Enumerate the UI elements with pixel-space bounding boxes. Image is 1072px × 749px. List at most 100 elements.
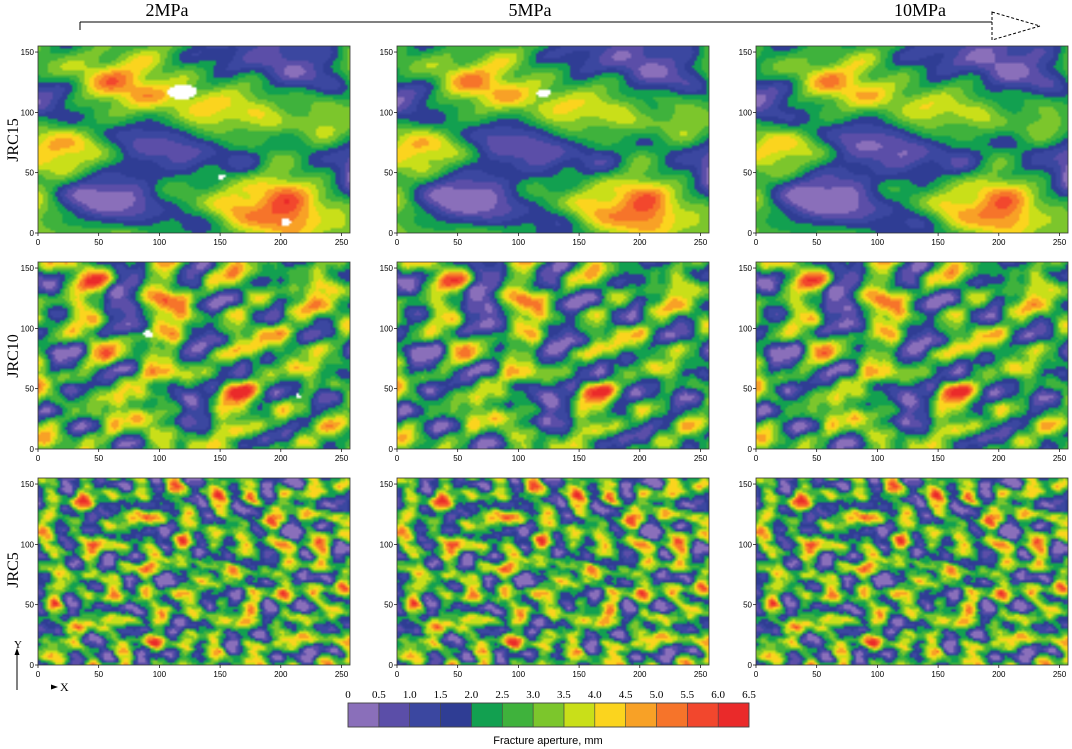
x-tick-label: 200 [274,670,288,679]
y-tick-label: 100 [380,324,394,333]
panel-frame [755,45,1069,234]
x-tick-label: 250 [1053,670,1067,679]
stress-arrow [79,11,1042,41]
x-tick-label: 0 [754,454,759,463]
panel-jrc10-5mpa: 0 50 100 150 200 250 0 50 100 150 [380,261,710,463]
x-tick-label: 0 [36,670,41,679]
x-tick-label: 0 [36,238,41,247]
y-tick-label: 100 [21,108,35,117]
contour-map [38,478,350,665]
panel-jrc15-5mpa: 0 50 100 150 200 250 0 50 100 150 [380,45,710,247]
colorbar-swatch [563,702,596,728]
x-tick-label: 150 [213,238,227,247]
colorbar-swatch [501,702,534,728]
contour-map [38,262,350,449]
x-tick-label: 100 [512,454,526,463]
colorbar-tick-label: 2.5 [495,689,509,701]
x-tick-label: 50 [94,454,103,463]
row-label-jrc15: JRC15 [5,118,22,162]
x-tick-label: 100 [153,670,167,679]
y-tick-label: 100 [739,540,753,549]
x-tick-label: 100 [512,670,526,679]
y-tick-label: 150 [21,48,35,57]
row-label-jrc10: JRC10 [5,334,22,378]
panel-jrc5-10mpa: 0 50 100 150 200 250 0 50 100 150 [739,477,1069,679]
y-tick-label: 150 [739,480,753,489]
x-tick-label: 50 [453,670,462,679]
x-tick-label: 150 [931,670,945,679]
y-tick-label: 50 [743,601,752,610]
x-tick-label: 0 [754,670,759,679]
colorbar-swatch [347,702,380,728]
colorbar-tick-label: 5.0 [650,689,664,701]
colorbar-swatch [378,702,410,728]
x-tick-label: 200 [274,238,288,247]
y-tick-label: 150 [739,48,753,57]
x-tick-label: 150 [931,238,945,247]
x-tick-label: 200 [992,670,1006,679]
panel-jrc10-10mpa: 0 50 100 150 200 250 0 50 100 150 [739,261,1069,463]
x-tick-label: 200 [992,454,1006,463]
colorbar-title: Fracture aperture, mm [493,735,602,747]
row-label-jrc5: JRC5 [5,552,22,588]
panel-frame [755,261,1069,450]
contour-map [756,262,1068,449]
colorbar-tick-label: 0 [345,689,351,701]
y-tick-label: 150 [380,48,394,57]
y-tick-label: 0 [389,445,394,454]
x-tick-label: 50 [94,238,103,247]
colorbar-tick-label: 2.0 [465,689,479,701]
x-tick-label: 200 [274,454,288,463]
panel-frame [396,477,710,666]
panel-jrc10-2mpa: 0 50 100 150 200 250 0 50 100 150 [21,261,351,463]
contour-map [397,262,709,449]
colorbar-swatch [532,702,565,728]
panel-frame [37,477,351,666]
panel-frame [37,45,351,234]
y-tick-label: 50 [384,169,393,178]
x-tick-label: 50 [812,454,821,463]
stress-label-10mpa: 10MPa [894,0,946,20]
x-tick-label: 250 [1053,238,1067,247]
panel-frame [755,477,1069,666]
colorbar-tick-label: 5.5 [680,689,694,701]
y-tick-label: 50 [384,601,393,610]
x-tick-label: 150 [572,670,586,679]
y-tick-label: 0 [30,229,35,238]
x-tick-label: 250 [694,238,708,247]
contour-map [397,478,709,665]
y-tick-label: 0 [389,661,394,670]
y-tick-label: 0 [748,445,753,454]
colorbar-tick-label: 6.0 [711,689,725,701]
axis-indicator [14,648,58,690]
y-tick-label: 50 [25,169,34,178]
x-tick-label: 50 [812,670,821,679]
x-tick-label: 0 [754,238,759,247]
panel-jrc5-2mpa: 0 50 100 150 200 250 0 50 100 150 [21,477,351,679]
y-tick-label: 0 [30,445,35,454]
y-tick-label: 100 [380,540,394,549]
panel-jrc5-5mpa: 0 50 100 150 200 250 0 50 100 150 [380,477,710,679]
contour-map [756,478,1068,665]
colorbar-tick-label: 3.5 [557,689,571,701]
y-tick-label: 150 [739,264,753,273]
x-tick-label: 250 [694,454,708,463]
y-tick-label: 0 [30,661,35,670]
y-tick-label: 100 [21,540,35,549]
colorbar-tick-label: 6.5 [742,689,756,701]
x-tick-label: 100 [153,238,167,247]
y-tick-label: 0 [389,229,394,238]
colorbar-swatch [594,702,626,728]
colorbar-tick-label: 4.0 [588,689,602,701]
colorbar-tick-label: 1.5 [434,689,448,701]
y-tick-label: 100 [21,324,35,333]
colorbar-tick-label: 0.5 [372,689,386,701]
y-tick-label: 50 [384,385,393,394]
colorbar-swatch [440,702,472,728]
panels-layer: 0 50 100 150 200 250 0 50 100 150 0 50 100 150 200 250 0… [21,45,1069,679]
x-tick-label: 150 [572,454,586,463]
axis-x-label: X [60,680,69,694]
colorbar-swatch [687,702,719,728]
x-tick-label: 250 [694,670,708,679]
